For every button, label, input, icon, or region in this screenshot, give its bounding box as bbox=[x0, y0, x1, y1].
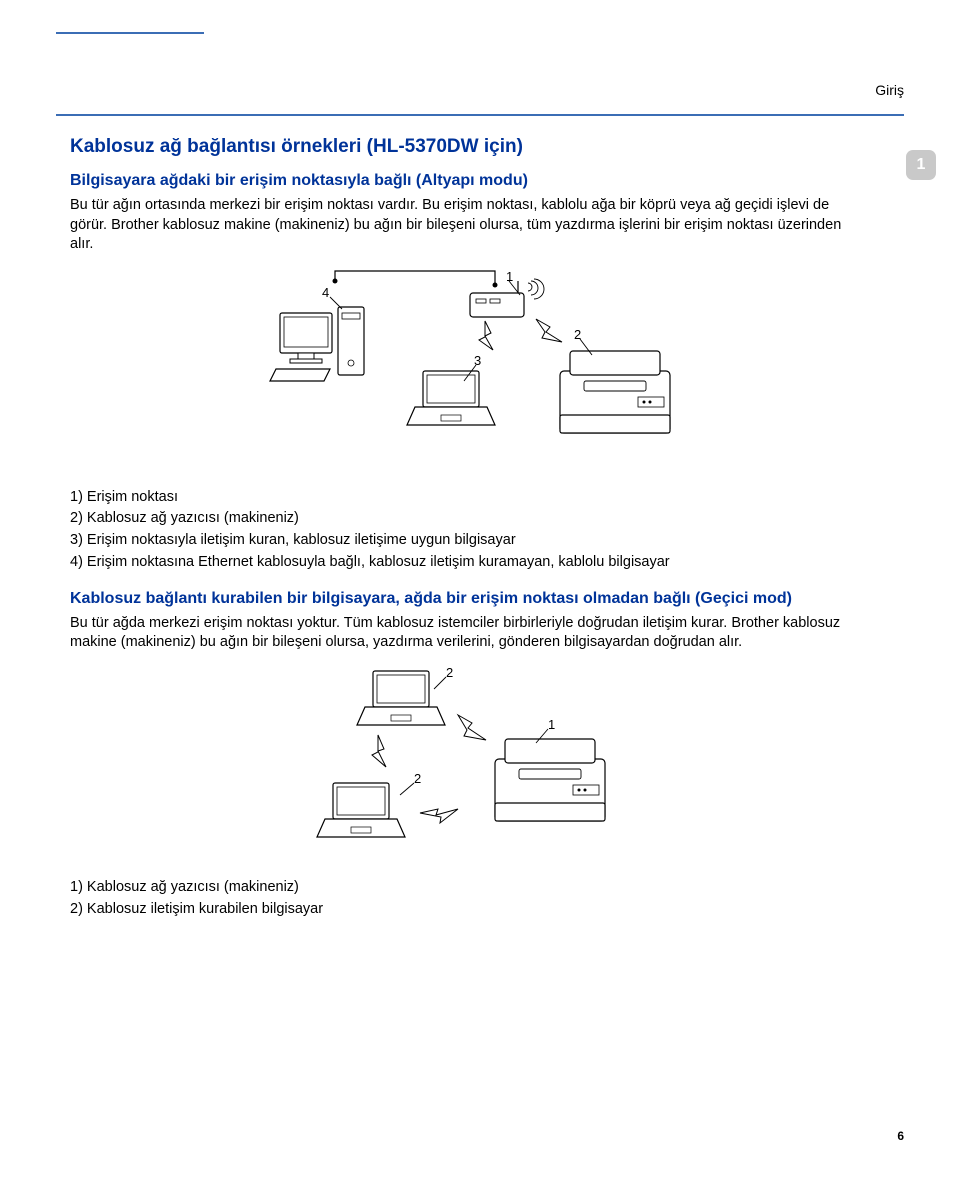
diagram-adhoc: 2 1 2 bbox=[270, 663, 650, 863]
diagram1-callout-3: 3 bbox=[474, 353, 481, 368]
page-content: Kablosuz ağ bağlantısı örnekleri (HL-537… bbox=[70, 136, 850, 936]
title-rule bbox=[56, 114, 904, 116]
header-label: Giriş bbox=[875, 82, 904, 98]
diagram2-callout-2b: 2 bbox=[414, 771, 421, 786]
part2-subtitle: Kablosuz bağlantı kurabilen bir bilgisay… bbox=[70, 590, 850, 608]
section-title: Kablosuz ağ bağlantısı örnekleri (HL-537… bbox=[70, 136, 850, 158]
diagram-infrastructure: 1 2 3 4 bbox=[220, 263, 700, 473]
list-item: 4) Erişim noktasına Ethernet kablosuyla … bbox=[70, 552, 850, 574]
part1-body: Bu tür ağın ortasında merkezi bir erişim… bbox=[70, 196, 850, 255]
list-item: 1) Kablosuz ağ yazıcısı (makineniz) bbox=[70, 877, 850, 899]
list-item: 1) Erişim noktası bbox=[70, 487, 850, 509]
part2-list: 1) Kablosuz ağ yazıcısı (makineniz) 2) K… bbox=[70, 877, 850, 921]
list-item: 2) Kablosuz ağ yazıcısı (makineniz) bbox=[70, 508, 850, 530]
list-item: 3) Erişim noktasıyla iletişim kuran, kab… bbox=[70, 530, 850, 552]
page-section-tab: 1 bbox=[906, 150, 936, 180]
page-number: 6 bbox=[897, 1129, 904, 1143]
diagram1-callout-2: 2 bbox=[574, 327, 581, 342]
diagram2-callout-2a: 2 bbox=[446, 665, 453, 680]
top-accent-rule bbox=[56, 32, 204, 34]
diagram1-callout-1: 1 bbox=[506, 269, 513, 284]
page-section-number: 1 bbox=[917, 156, 926, 174]
part1-list: 1) Erişim noktası 2) Kablosuz ağ yazıcıs… bbox=[70, 487, 850, 574]
part2-body: Bu tür ağda merkezi erişim noktası yoktu… bbox=[70, 614, 850, 653]
part1-subtitle: Bilgisayara ağdaki bir erişim noktasıyla… bbox=[70, 172, 850, 190]
list-item: 2) Kablosuz iletişim kurabilen bilgisaya… bbox=[70, 899, 850, 921]
diagram1-callout-4: 4 bbox=[322, 285, 329, 300]
diagram2-callout-1: 1 bbox=[548, 717, 555, 732]
